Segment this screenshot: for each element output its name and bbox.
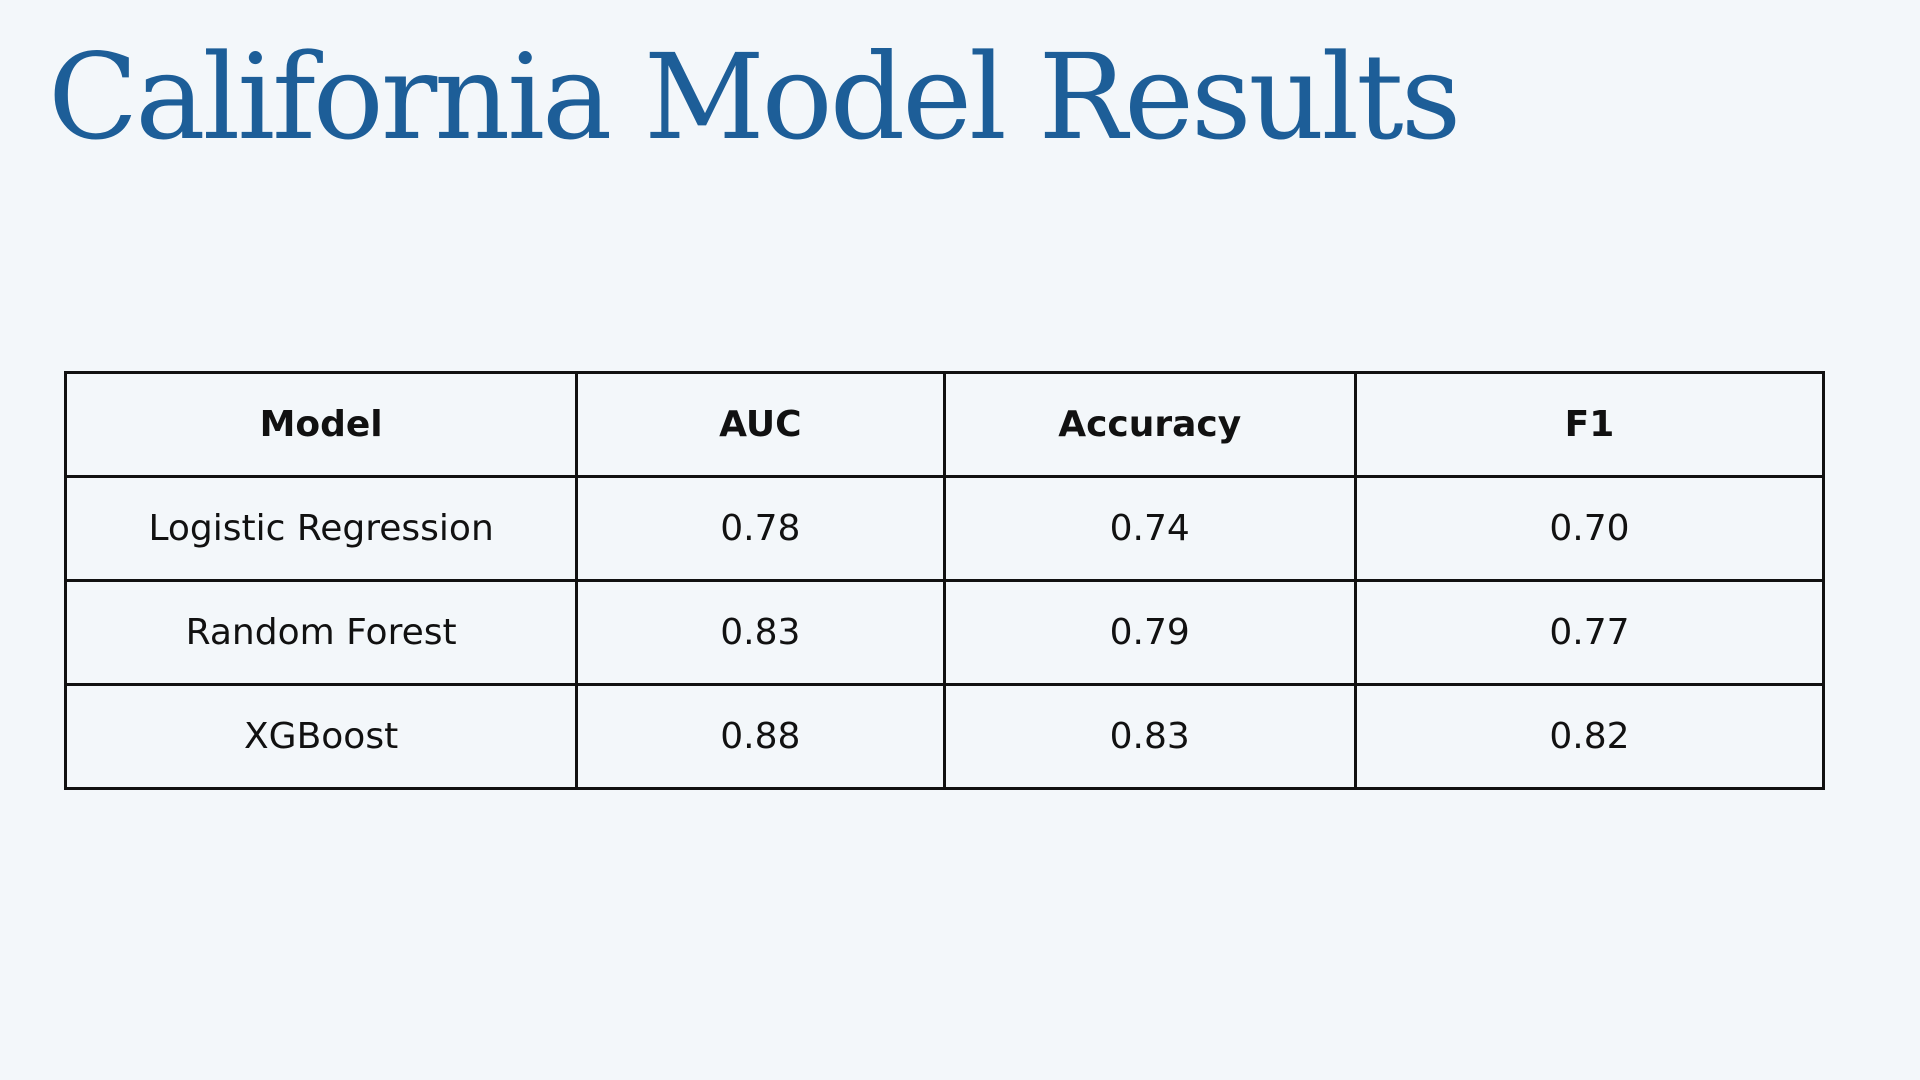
table-cell: 0.82 <box>1353 683 1826 790</box>
table-cell: 0.83 <box>575 579 946 686</box>
table-row: XGBoost 0.88 0.83 0.82 <box>63 683 1826 790</box>
header-cell: AUC <box>575 371 946 478</box>
title: California Model Results <box>48 28 1461 166</box>
table-cell: 0.79 <box>942 579 1357 686</box>
results-table: Model AUC Accuracy F1 Logistic Regression 0.… <box>63 371 1826 790</box>
table-cell: 0.88 <box>575 683 946 790</box>
table-cell: 0.74 <box>942 475 1357 582</box>
table-cell: Random Forest <box>63 579 579 686</box>
table-cell: 0.70 <box>1353 475 1826 582</box>
table-cell: XGBoost <box>63 683 579 790</box>
table-cell: Logistic Regression <box>63 475 579 582</box>
header-cell: Model <box>63 371 579 478</box>
table-cell: 0.77 <box>1353 579 1826 686</box>
table-cell: 0.83 <box>942 683 1357 790</box>
header-row: Model AUC Accuracy F1 <box>63 371 1826 478</box>
table-cell: 0.78 <box>575 475 946 582</box>
table-row: Logistic Regression 0.78 0.74 0.70 <box>63 475 1826 582</box>
header-cell: F1 <box>1353 371 1826 478</box>
table-row: Random Forest 0.83 0.79 0.77 <box>63 579 1826 686</box>
header-cell: Accuracy <box>942 371 1357 478</box>
